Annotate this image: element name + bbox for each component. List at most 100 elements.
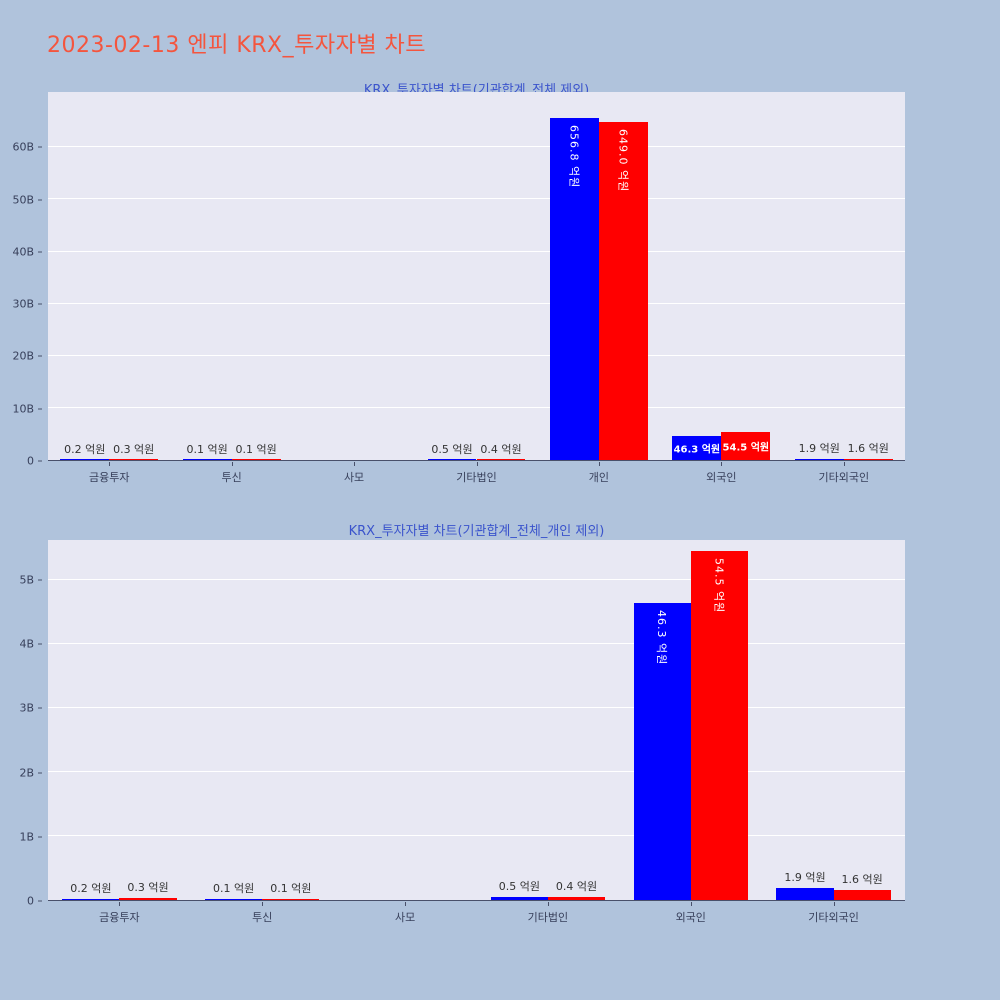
y-tick-mark <box>38 643 42 645</box>
y-tick-label: 1B <box>19 830 34 844</box>
y-tick-mark <box>38 579 42 581</box>
x-tick-label: 투신 <box>252 911 273 924</box>
bar-value-label: 0.5 억원 <box>431 442 473 456</box>
x-tick-label: 기타법인 <box>527 911 569 924</box>
gridline <box>48 706 905 708</box>
gridline <box>48 578 905 580</box>
gridline <box>48 642 905 644</box>
chart2-plot-area: 0.2 억원 0.3 억원 0.1 억원 0.1 억원 0.5 억원 0.4 억원 46.3… <box>48 540 905 901</box>
bar-blue-1 <box>182 459 232 460</box>
y-tick-label: 60B <box>12 140 34 154</box>
bar-blue-4: 656.8 억원 <box>549 117 599 460</box>
y-tick-label: 4B <box>19 637 34 651</box>
bar-red-4: 54.5 억원 <box>690 550 748 900</box>
y-tick-label: 10B <box>12 402 34 416</box>
y-tick-mark <box>38 199 42 201</box>
x-tick-mark <box>405 902 407 906</box>
bar-blue-3 <box>490 896 548 900</box>
bar-value-label: 1.9 억원 <box>784 870 826 884</box>
gridline <box>48 146 905 148</box>
x-tick-mark <box>231 462 233 466</box>
bar-value-label: 0.1 억원 <box>186 442 228 456</box>
bar-blue-5: 46.3 억원 <box>672 435 722 460</box>
x-tick-label: 금융투자 <box>99 911 140 924</box>
bar-value-label: 46.3 억원 <box>655 610 669 666</box>
y-tick-mark <box>38 355 42 357</box>
x-tick-label: 개인 <box>588 471 610 484</box>
bar-blue-3 <box>427 459 477 460</box>
chart2-y-axis: 0 1B 2B 3B 4B 5B <box>0 540 42 907</box>
x-tick-mark <box>843 462 845 466</box>
page-title: 2023-02-13 엔피 KRX_투자자별 차트 <box>47 33 427 58</box>
x-tick-mark <box>598 462 600 466</box>
y-tick-mark <box>38 460 42 462</box>
x-tick-label: 기타외국인 <box>808 911 859 924</box>
x-tick-mark <box>262 902 264 906</box>
y-tick-mark <box>38 707 42 709</box>
gridline <box>48 250 905 252</box>
chart1-y-axis: 0 10B 20B 30B 40B 50B 60B <box>0 92 42 467</box>
x-tick-label: 기타외국인 <box>818 471 870 484</box>
y-tick-label: 5B <box>19 573 34 587</box>
y-tick-label: 0 <box>27 454 34 468</box>
bar-value-label: 0.3 억원 <box>113 442 155 456</box>
x-tick-mark <box>547 902 549 906</box>
bar-value-label: 656.8 억원 <box>567 124 581 188</box>
bar-value-label: 0.4 억원 <box>480 442 522 456</box>
bar-red-1 <box>231 459 281 460</box>
gridline <box>48 302 905 304</box>
y-tick-mark <box>38 408 42 410</box>
x-tick-mark <box>721 462 723 466</box>
bar-red-5: 54.5 억원 <box>721 431 771 460</box>
x-tick-label: 외국인 <box>706 471 737 484</box>
y-tick-label: 2B <box>19 766 34 780</box>
bar-value-label: 1.6 억원 <box>847 442 889 456</box>
bar-blue-0 <box>62 898 120 900</box>
bar-value-label: 46.3 억원 <box>673 444 721 456</box>
y-tick-mark <box>38 251 42 253</box>
bar-value-label: 0.1 억원 <box>235 442 277 456</box>
bar-red-6 <box>843 459 893 460</box>
bar-red-3 <box>476 459 526 460</box>
bar-value-label: 54.5 억원 <box>712 557 726 614</box>
gridline <box>48 198 905 200</box>
y-tick-label: 50B <box>12 193 34 207</box>
gridline <box>48 770 905 772</box>
bar-blue-1 <box>205 899 263 900</box>
bar-value-label: 0.1 억원 <box>213 882 255 896</box>
bar-value-label: 1.9 억원 <box>798 442 840 456</box>
y-tick-mark <box>38 900 42 902</box>
x-tick-mark <box>354 462 356 466</box>
bar-value-label: 649.0 억원 <box>616 128 630 192</box>
bar-red-3 <box>547 897 606 900</box>
y-tick-mark <box>38 836 42 838</box>
x-tick-mark <box>833 902 835 906</box>
bar-value-label: 0.2 억원 <box>64 442 106 456</box>
chart1-x-axis: 금융투자 투신 사모 기타법인 개인 외국인 기타외국인 <box>48 462 905 488</box>
y-tick-label: 20B <box>12 349 34 363</box>
x-tick-label: 사모 <box>394 911 416 924</box>
gridline <box>48 354 905 356</box>
bar-value-label: 54.5 억원 <box>722 442 770 454</box>
y-tick-label: 0 <box>27 894 34 908</box>
x-tick-mark <box>476 462 478 466</box>
y-tick-mark <box>38 303 42 305</box>
bar-blue-0 <box>60 459 110 460</box>
x-tick-label: 기타법인 <box>456 471 497 484</box>
bar-value-label: 0.5 억원 <box>498 879 540 893</box>
bar-value-label: 0.1 억원 <box>270 882 312 896</box>
bar-value-label: 1.6 억원 <box>841 872 883 886</box>
x-tick-label: 외국인 <box>675 911 706 924</box>
y-tick-mark <box>38 146 42 148</box>
y-tick-label: 40B <box>12 245 34 259</box>
y-tick-label: 3B <box>19 701 34 715</box>
x-tick-mark <box>690 902 692 906</box>
x-tick-mark <box>109 462 111 466</box>
x-tick-label: 투신 <box>221 471 242 484</box>
bar-blue-4: 46.3 억원 <box>633 603 691 900</box>
bar-value-label: 0.4 억원 <box>555 880 598 894</box>
bar-red-5 <box>833 889 891 900</box>
bar-value-label: 0.2 억원 <box>70 881 112 895</box>
x-tick-label: 사모 <box>343 471 365 484</box>
